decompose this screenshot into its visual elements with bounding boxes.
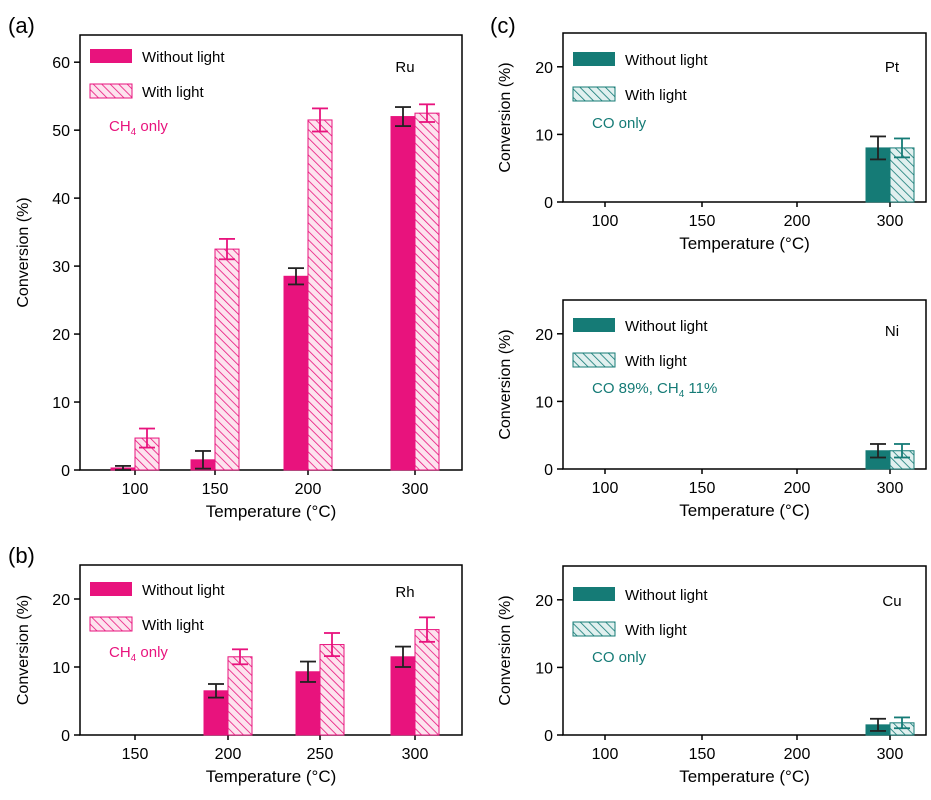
bar-without-light bbox=[391, 117, 415, 470]
bar-with-light bbox=[415, 630, 439, 735]
legend-label-with-light: With light bbox=[625, 353, 688, 370]
legend-swatch-with-light bbox=[90, 617, 132, 631]
legend-swatch-with-light bbox=[573, 622, 615, 636]
chart-panel-1: (a) 0 10 20 30 40 50 60 Conversion (%) 100 150 200 3… bbox=[8, 13, 462, 521]
chart-panel-4: 0 10 20 Conversion (%) 100 150 200 300 Temperatu… bbox=[497, 300, 926, 520]
y-tick-label: 20 bbox=[535, 327, 553, 344]
x-tick-label: 150 bbox=[689, 213, 716, 230]
y-tick-label: 20 bbox=[535, 60, 553, 77]
legend-label-without-light: Without light bbox=[625, 318, 708, 335]
legend-label-without-light: Without light bbox=[625, 587, 708, 604]
y-tick-label: 0 bbox=[61, 728, 70, 745]
y-tick-label: 0 bbox=[544, 195, 553, 212]
legend-label-without-light: Without light bbox=[625, 52, 708, 69]
x-tick-label: 150 bbox=[689, 480, 716, 497]
product-note: CH4 only bbox=[109, 644, 168, 664]
y-axis-label: Conversion (%) bbox=[15, 595, 32, 705]
y-axis-label: Conversion (%) bbox=[497, 329, 514, 439]
x-tick-label: 200 bbox=[215, 746, 242, 763]
x-tick-label: 300 bbox=[877, 213, 904, 230]
legend-label-with-light: With light bbox=[625, 87, 688, 104]
x-tick-label: 300 bbox=[877, 746, 904, 763]
legend-swatch-without-light bbox=[90, 582, 132, 596]
metal-label: Ru bbox=[395, 59, 414, 76]
product-note: CH4 only bbox=[109, 118, 168, 138]
legend-label-with-light: With light bbox=[142, 84, 205, 101]
bar-with-light bbox=[308, 120, 332, 470]
legend-label-with-light: With light bbox=[625, 622, 688, 639]
x-axis-label: Temperature (°C) bbox=[679, 234, 810, 253]
product-note: CO only bbox=[592, 649, 647, 666]
y-tick-label: 30 bbox=[52, 259, 70, 276]
x-tick-label: 100 bbox=[122, 481, 149, 498]
y-tick-label: 10 bbox=[535, 660, 553, 677]
legend-swatch-with-light bbox=[573, 87, 615, 101]
legend-swatch-without-light bbox=[573, 52, 615, 66]
x-tick-label: 300 bbox=[402, 481, 429, 498]
chart-panel-3: (c) 0 10 20 Conversion (%) 100 150 200 300 Temper… bbox=[490, 13, 926, 253]
bar-without-light bbox=[391, 657, 415, 735]
bar-with-light bbox=[228, 657, 252, 735]
x-tick-label: 100 bbox=[592, 480, 619, 497]
metal-label: Ni bbox=[885, 323, 899, 340]
x-tick-label: 200 bbox=[784, 480, 811, 497]
y-axis-label: Conversion (%) bbox=[15, 197, 32, 307]
y-tick-label: 0 bbox=[61, 463, 70, 480]
x-tick-label: 100 bbox=[592, 746, 619, 763]
bar-without-light bbox=[284, 276, 308, 470]
y-tick-label: 10 bbox=[535, 127, 553, 144]
x-axis-label: Temperature (°C) bbox=[679, 501, 810, 520]
panel-label: (b) bbox=[8, 543, 35, 568]
y-tick-label: 20 bbox=[52, 327, 70, 344]
chart-panel-5: 0 10 20 Conversion (%) 100 150 200 300 Temperatu… bbox=[497, 566, 926, 786]
y-tick-label: 0 bbox=[544, 728, 553, 745]
legend-swatch-without-light bbox=[90, 49, 132, 63]
y-tick-label: 10 bbox=[52, 660, 70, 677]
legend-label-without-light: Without light bbox=[142, 582, 225, 599]
product-note: CO only bbox=[592, 115, 647, 132]
legend-swatch-with-light bbox=[90, 84, 132, 98]
panel-label: (c) bbox=[490, 13, 516, 38]
bar-with-light bbox=[320, 645, 344, 735]
x-tick-label: 300 bbox=[877, 480, 904, 497]
x-tick-label: 300 bbox=[402, 746, 429, 763]
x-axis-label: Temperature (°C) bbox=[206, 502, 337, 521]
product-note: CO 89%, CH4 11% bbox=[592, 380, 717, 400]
legend-swatch-without-light bbox=[573, 318, 615, 332]
bar-with-light bbox=[215, 249, 239, 470]
x-axis-label: Temperature (°C) bbox=[206, 767, 337, 786]
bar-with-light bbox=[415, 113, 439, 470]
chart-panel-2: (b) 0 10 20 Conversion (%) 150 200 250 300 Temper… bbox=[8, 543, 462, 786]
panel-label: (a) bbox=[8, 13, 35, 38]
x-tick-label: 200 bbox=[295, 481, 322, 498]
x-tick-label: 100 bbox=[592, 213, 619, 230]
y-axis-label: Conversion (%) bbox=[497, 595, 514, 705]
x-tick-label: 150 bbox=[202, 481, 229, 498]
legend-label-with-light: With light bbox=[142, 617, 205, 634]
y-tick-label: 10 bbox=[52, 395, 70, 412]
y-tick-label: 60 bbox=[52, 55, 70, 72]
x-tick-label: 200 bbox=[784, 746, 811, 763]
y-tick-label: 20 bbox=[52, 592, 70, 609]
metal-label: Pt bbox=[885, 59, 900, 76]
y-tick-label: 50 bbox=[52, 123, 70, 140]
legend-swatch-without-light bbox=[573, 587, 615, 601]
x-tick-label: 200 bbox=[784, 213, 811, 230]
legend-label-without-light: Without light bbox=[142, 49, 225, 66]
x-axis-label: Temperature (°C) bbox=[679, 767, 810, 786]
y-tick-label: 0 bbox=[544, 462, 553, 479]
metal-label: Rh bbox=[395, 584, 414, 601]
legend-swatch-with-light bbox=[573, 353, 615, 367]
y-tick-label: 10 bbox=[535, 394, 553, 411]
x-tick-label: 250 bbox=[307, 746, 334, 763]
y-tick-label: 20 bbox=[535, 593, 553, 610]
y-tick-label: 40 bbox=[52, 191, 70, 208]
x-tick-label: 150 bbox=[122, 746, 149, 763]
metal-label: Cu bbox=[882, 593, 901, 610]
y-axis-label: Conversion (%) bbox=[497, 62, 514, 172]
x-tick-label: 150 bbox=[689, 746, 716, 763]
